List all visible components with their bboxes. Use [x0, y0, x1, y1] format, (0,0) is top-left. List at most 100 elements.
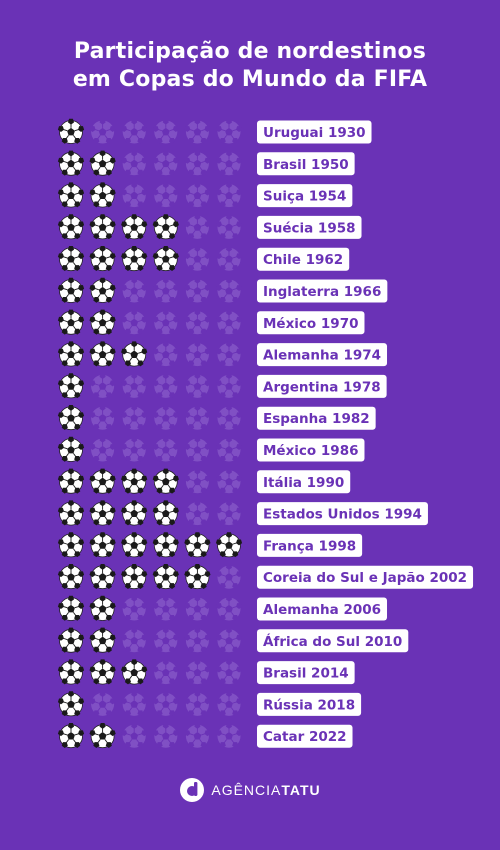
ball-icon-active — [89, 246, 116, 272]
ball-icon-active — [89, 532, 116, 558]
ball-icon-inactive — [184, 214, 211, 240]
ball-icon-active — [152, 214, 179, 240]
ball-icon-inactive — [184, 309, 211, 335]
ball-icon-active — [57, 182, 85, 208]
ball-icon-active — [57, 659, 85, 685]
row-label-background — [257, 470, 351, 494]
ball-icon-active — [89, 500, 116, 526]
ball-icon-inactive — [215, 341, 243, 367]
ball-icon-inactive — [215, 564, 243, 589]
row-label-background — [257, 120, 372, 144]
ball-icon-active — [89, 214, 116, 240]
ball-icon-active — [57, 118, 85, 144]
ball-icon-inactive — [121, 373, 148, 399]
ball-icon-inactive — [121, 309, 148, 335]
row-label: Brasil 1950 — [263, 157, 349, 173]
ball-icon-inactive — [89, 691, 116, 717]
row-label: Suécia 1958 — [263, 220, 356, 236]
row-label: Rússia 2018 — [263, 697, 355, 713]
ball-icon-active — [152, 564, 179, 590]
row-label: Chile 1962 — [263, 252, 343, 268]
ball-icon-active — [57, 373, 85, 399]
ball-icon-inactive — [121, 723, 148, 748]
ball-icon-active — [57, 723, 85, 749]
ball-icon-active — [215, 532, 243, 558]
ball-icon-inactive — [121, 277, 148, 303]
row-label: Estados Unidos 1994 — [263, 507, 422, 523]
ball-icon-inactive — [152, 277, 179, 303]
ball-icon-active — [57, 277, 85, 303]
row-label-background — [257, 502, 428, 526]
ball-icon-inactive — [152, 405, 179, 430]
row-label-background — [257, 374, 387, 398]
ball-icon-active — [89, 468, 116, 494]
chart-title-line-1: Participação de nordestinos — [73, 39, 427, 64]
row-label-background — [257, 343, 388, 367]
row-label: Alemanha 1974 — [263, 348, 381, 364]
agencia-tatu-logo-icon — [180, 778, 205, 802]
ball-icon-inactive — [215, 277, 243, 303]
ball-icon-active — [57, 564, 85, 590]
row-label: Catar 2022 — [263, 729, 347, 745]
ball-icon-inactive — [184, 659, 211, 685]
ball-icon-inactive — [121, 150, 148, 176]
ball-icon-active — [89, 595, 116, 621]
ball-icon-inactive — [152, 627, 179, 653]
ball-icon-inactive — [121, 182, 148, 208]
ball-icon-inactive — [89, 405, 116, 430]
ball-icon-active — [184, 532, 211, 558]
ball-icon-inactive — [152, 659, 179, 685]
row-label-background — [257, 629, 409, 653]
ball-icon-active — [57, 691, 85, 717]
ball-icon-inactive — [184, 436, 211, 462]
row-label: Uruguai 1930 — [263, 125, 366, 141]
ball-icon-active — [89, 182, 116, 208]
row-label: Espanha 1982 — [263, 411, 370, 427]
ball-icon-inactive — [184, 500, 211, 526]
ball-icon-active — [121, 659, 148, 685]
ball-icon-active — [121, 341, 148, 367]
ball-icon-active — [121, 532, 148, 558]
ball-icon-inactive — [215, 436, 243, 462]
ball-icon-active — [57, 309, 85, 335]
ball-icon-inactive — [184, 373, 211, 399]
ball-icon-inactive — [184, 405, 211, 430]
row-label: México 1986 — [263, 443, 358, 459]
agencia-tatu-logo: AGÊNCIATATU — [0, 775, 500, 805]
ball-icon-active — [121, 500, 148, 526]
ball-icon-active — [89, 659, 116, 685]
row-label-background — [257, 247, 350, 271]
row-label: África do Sul 2010 — [263, 633, 402, 650]
ball-icon-active — [152, 532, 179, 558]
ball-icon-inactive — [215, 659, 243, 685]
ball-icon-inactive — [215, 500, 243, 526]
ball-icon-active — [57, 405, 85, 431]
row-label-background — [257, 692, 362, 716]
chart-title-line-2: em Copas do Mundo da FIFA — [72, 67, 428, 92]
ball-icon-active — [89, 309, 116, 335]
ball-icon-inactive — [89, 373, 116, 399]
ball-icon-active — [184, 564, 211, 590]
ball-icon-active — [121, 468, 148, 494]
ball-icon-inactive — [215, 405, 243, 430]
ball-icon-active — [57, 468, 85, 494]
ball-icon-active — [152, 246, 179, 272]
row-label: Inglaterra 1966 — [263, 284, 381, 300]
ball-icon-inactive — [152, 436, 179, 462]
chart-title: Participação de nordestinos em Copas do … — [0, 38, 500, 94]
ball-icon-active — [89, 341, 116, 367]
ball-icon-inactive — [184, 246, 211, 271]
ball-icon-inactive — [184, 595, 211, 621]
ball-icon-inactive — [152, 309, 179, 335]
ball-icon-inactive — [152, 150, 179, 176]
row-label-background — [257, 533, 363, 557]
ball-icon-inactive — [89, 436, 116, 462]
ball-icon-inactive — [152, 182, 179, 208]
ball-icon-active — [89, 150, 116, 176]
ball-icon-inactive — [121, 595, 148, 621]
ball-icon-inactive — [184, 150, 211, 176]
ball-icon-inactive — [184, 691, 211, 717]
ball-icon-inactive — [215, 627, 243, 653]
row-label-background — [257, 597, 388, 621]
